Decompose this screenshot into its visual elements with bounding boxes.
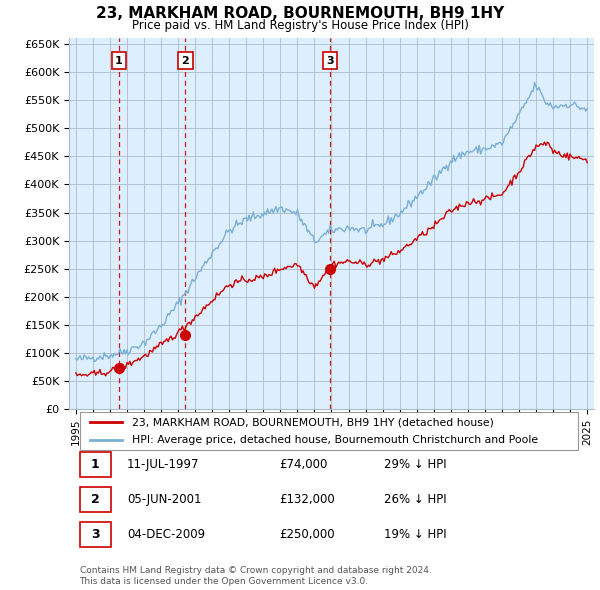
- Text: 1: 1: [91, 458, 100, 471]
- Text: £250,000: £250,000: [279, 527, 335, 541]
- Text: 04-DEC-2009: 04-DEC-2009: [127, 527, 205, 541]
- Text: 1: 1: [115, 56, 123, 66]
- Text: 23, MARKHAM ROAD, BOURNEMOUTH, BH9 1HY: 23, MARKHAM ROAD, BOURNEMOUTH, BH9 1HY: [96, 6, 504, 21]
- FancyBboxPatch shape: [79, 522, 111, 546]
- Text: HPI: Average price, detached house, Bournemouth Christchurch and Poole: HPI: Average price, detached house, Bour…: [132, 435, 538, 445]
- Text: 3: 3: [326, 56, 334, 66]
- Text: 23, MARKHAM ROAD, BOURNEMOUTH, BH9 1HY (detached house): 23, MARKHAM ROAD, BOURNEMOUTH, BH9 1HY (…: [132, 417, 494, 427]
- Text: 11-JUL-1997: 11-JUL-1997: [127, 458, 199, 471]
- Text: 26% ↓ HPI: 26% ↓ HPI: [384, 493, 446, 506]
- FancyBboxPatch shape: [79, 452, 111, 477]
- Text: Price paid vs. HM Land Registry's House Price Index (HPI): Price paid vs. HM Land Registry's House …: [131, 19, 469, 32]
- Text: 2: 2: [182, 56, 189, 66]
- FancyBboxPatch shape: [79, 487, 111, 512]
- Text: 05-JUN-2001: 05-JUN-2001: [127, 493, 201, 506]
- Text: 29% ↓ HPI: 29% ↓ HPI: [384, 458, 446, 471]
- Text: 2: 2: [91, 493, 100, 506]
- FancyBboxPatch shape: [79, 412, 578, 450]
- Text: Contains HM Land Registry data © Crown copyright and database right 2024.
This d: Contains HM Land Registry data © Crown c…: [79, 566, 431, 586]
- Text: 19% ↓ HPI: 19% ↓ HPI: [384, 527, 446, 541]
- Text: 3: 3: [91, 527, 100, 541]
- Text: £74,000: £74,000: [279, 458, 328, 471]
- Text: £132,000: £132,000: [279, 493, 335, 506]
